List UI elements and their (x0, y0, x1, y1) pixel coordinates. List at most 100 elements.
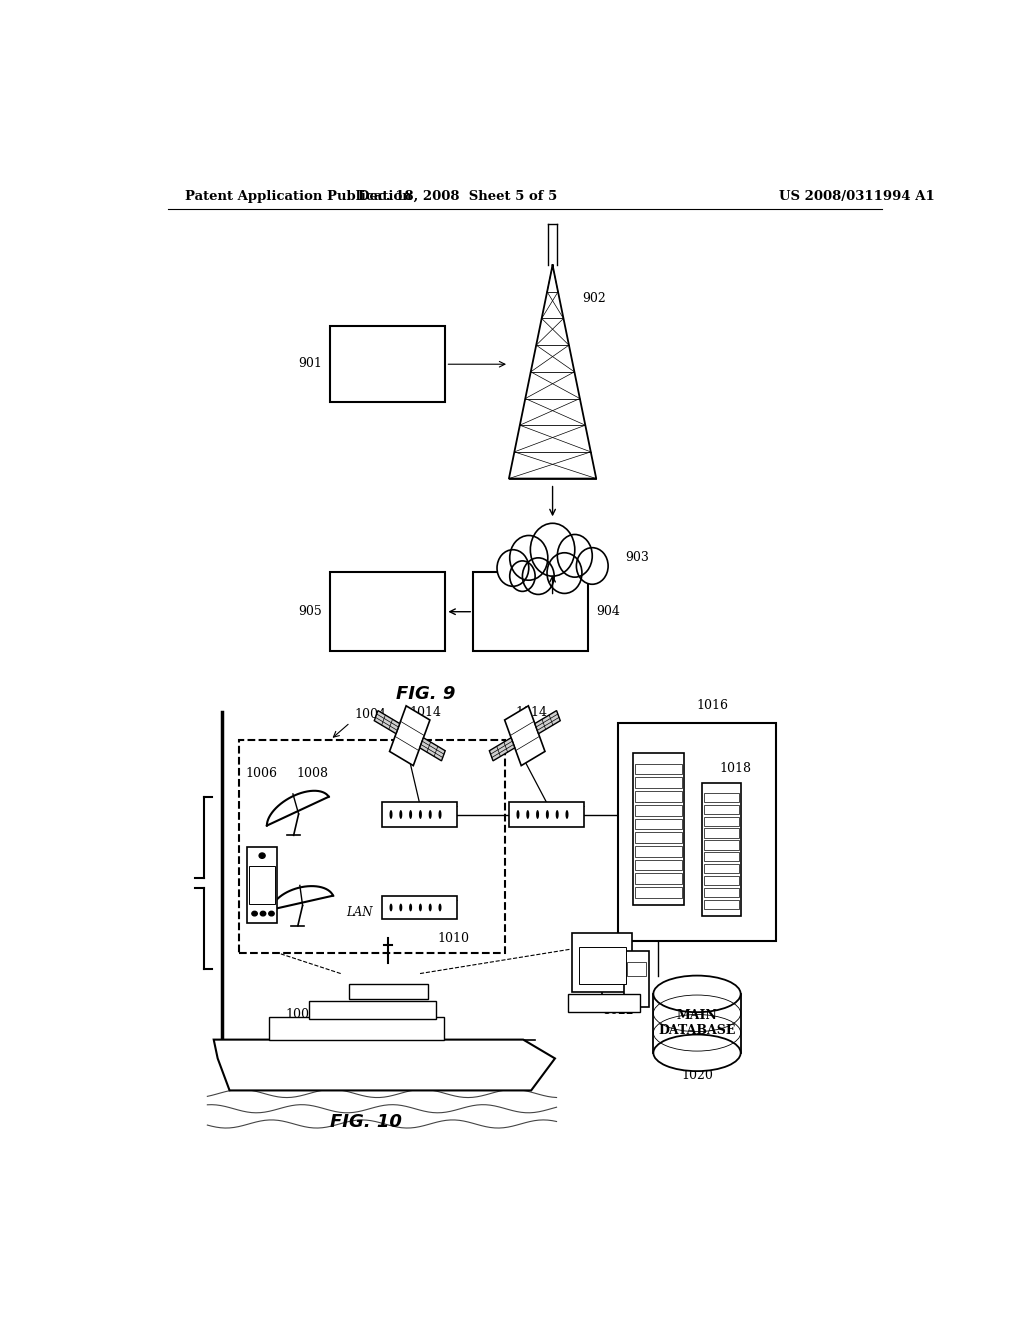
Bar (703, 805, 739, 814)
Text: 901: 901 (299, 358, 323, 370)
Bar (635, 805, 682, 816)
Bar (653, 994, 740, 1053)
Ellipse shape (653, 1035, 740, 1071)
Bar (703, 865, 739, 874)
Ellipse shape (547, 553, 582, 594)
Ellipse shape (653, 975, 740, 1012)
Ellipse shape (399, 904, 402, 911)
Ellipse shape (516, 810, 519, 818)
Ellipse shape (410, 810, 412, 818)
Bar (309, 1001, 436, 1019)
Ellipse shape (260, 911, 266, 916)
Text: 1020: 1020 (681, 1069, 713, 1081)
Ellipse shape (497, 549, 528, 586)
Bar (568, 994, 640, 1012)
Text: 1018: 1018 (719, 762, 752, 775)
Ellipse shape (389, 904, 392, 911)
Ellipse shape (268, 911, 274, 916)
Bar (635, 777, 682, 788)
Bar (703, 900, 739, 909)
Text: 904: 904 (596, 605, 621, 618)
Text: 1004: 1004 (354, 708, 386, 721)
Bar (635, 833, 682, 843)
Bar (635, 818, 682, 829)
Ellipse shape (438, 904, 441, 911)
Text: LAN: LAN (346, 906, 373, 919)
Ellipse shape (419, 904, 422, 911)
Bar (635, 791, 682, 801)
Ellipse shape (438, 810, 441, 818)
Polygon shape (214, 1040, 555, 1090)
Text: 1012: 1012 (414, 805, 445, 818)
Ellipse shape (556, 810, 559, 818)
Bar (247, 846, 278, 923)
Text: 903: 903 (625, 552, 648, 565)
Text: 1014: 1014 (515, 706, 547, 719)
Bar (703, 876, 739, 886)
Polygon shape (535, 710, 560, 734)
Text: FIG. 10: FIG. 10 (330, 1113, 402, 1131)
Bar (635, 887, 682, 898)
Ellipse shape (252, 911, 257, 916)
Bar (703, 888, 739, 898)
Bar (633, 752, 684, 906)
Text: 1016: 1016 (696, 698, 728, 711)
Ellipse shape (522, 558, 554, 594)
Bar (509, 801, 585, 828)
Polygon shape (420, 738, 445, 760)
Bar (703, 829, 739, 838)
Ellipse shape (399, 810, 402, 818)
Ellipse shape (557, 535, 592, 577)
Bar (473, 572, 588, 651)
Ellipse shape (429, 810, 432, 818)
Polygon shape (505, 706, 545, 766)
Bar (703, 817, 739, 826)
Bar (618, 722, 775, 941)
Bar (579, 948, 626, 983)
Ellipse shape (530, 523, 574, 576)
Bar (382, 801, 458, 828)
Ellipse shape (537, 810, 539, 818)
Text: 1010: 1010 (437, 932, 469, 945)
Bar (635, 859, 682, 870)
Text: 1002: 1002 (285, 1007, 316, 1020)
Polygon shape (489, 738, 515, 760)
Text: 902: 902 (582, 292, 605, 305)
Text: Patent Application Publication: Patent Application Publication (185, 190, 412, 202)
Ellipse shape (565, 810, 568, 818)
Bar (703, 841, 739, 850)
Bar (348, 983, 428, 999)
Bar (703, 793, 739, 803)
Ellipse shape (510, 536, 548, 581)
Polygon shape (374, 710, 399, 734)
Text: FIG. 9: FIG. 9 (396, 685, 456, 704)
Bar (627, 962, 646, 977)
Bar (701, 784, 741, 916)
Ellipse shape (429, 904, 432, 911)
Bar (250, 866, 274, 904)
Bar (382, 896, 458, 919)
Text: 1006: 1006 (246, 767, 278, 780)
Ellipse shape (419, 810, 422, 818)
Bar (269, 1018, 443, 1040)
Bar (240, 739, 505, 953)
Bar (635, 874, 682, 884)
Text: 1014: 1014 (410, 706, 441, 719)
Bar (635, 764, 682, 775)
Polygon shape (389, 706, 430, 766)
Bar (331, 326, 445, 403)
Text: 1008: 1008 (296, 767, 329, 780)
Bar (703, 853, 739, 862)
Bar (635, 846, 682, 857)
Bar (331, 572, 445, 651)
Ellipse shape (526, 810, 529, 818)
Text: 905: 905 (298, 605, 322, 618)
Text: 1022: 1022 (602, 1003, 634, 1016)
Bar (624, 952, 649, 1007)
Ellipse shape (577, 548, 608, 585)
Ellipse shape (546, 810, 549, 818)
Ellipse shape (510, 561, 536, 591)
Bar (572, 933, 632, 991)
Text: Dec. 18, 2008  Sheet 5 of 5: Dec. 18, 2008 Sheet 5 of 5 (357, 190, 557, 202)
Text: 1012: 1012 (523, 805, 555, 818)
